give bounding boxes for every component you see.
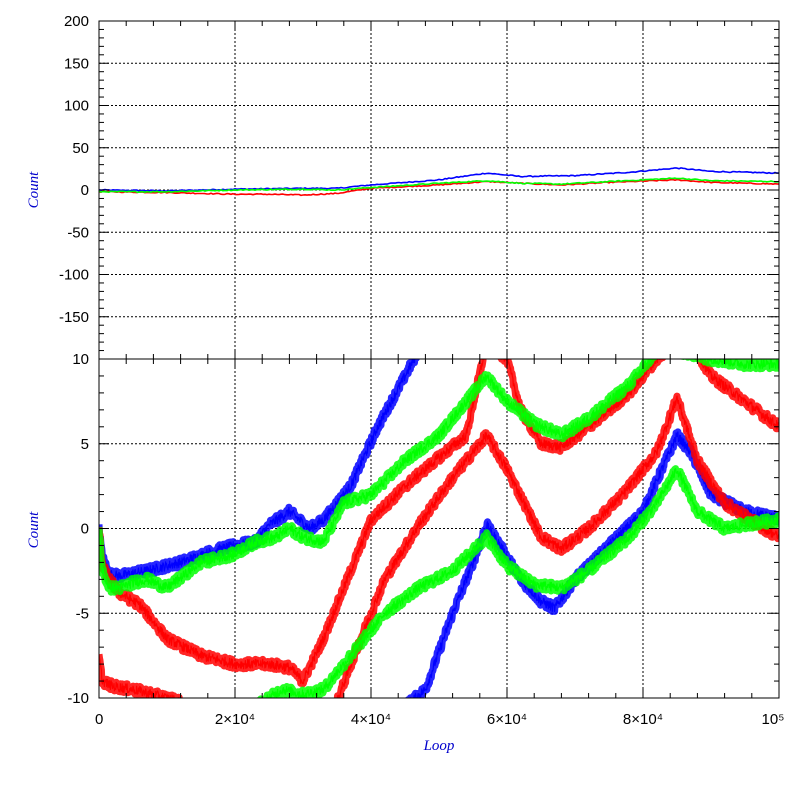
series-line — [99, 359, 779, 685]
y-tick-label: 10 — [72, 351, 89, 368]
y-tick-label: 50 — [72, 140, 89, 157]
x-tick-label: 10⁵ — [762, 711, 785, 728]
y-tick-label: -5 — [76, 605, 89, 622]
y-tick-label: -10 — [67, 690, 89, 707]
x-tick-label: 8×10⁴ — [623, 711, 663, 728]
series-band — [99, 359, 779, 688]
y-tick-label: 150 — [64, 55, 89, 72]
x-tick-label: 0 — [95, 711, 103, 728]
y-tick-label: 5 — [81, 436, 89, 453]
series-band — [99, 359, 779, 596]
series-line — [99, 167, 779, 192]
x-tick-label: 2×10⁴ — [215, 711, 255, 728]
y-axis-title: Count — [26, 511, 42, 549]
series-layer — [99, 167, 779, 698]
series-band — [333, 392, 779, 698]
y-tick-label: -150 — [59, 309, 89, 326]
y-tick-label: -50 — [67, 224, 89, 241]
y-tick-label: -100 — [59, 267, 89, 284]
y-tick-label: 0 — [81, 521, 89, 538]
label-layer: 200150100500-50-100-150Count1050-5-10Cou… — [26, 13, 784, 754]
y-tick-label: 100 — [64, 98, 89, 115]
frame-layer — [98, 20, 780, 699]
series-band — [99, 653, 183, 698]
x-axis-title: Loop — [423, 738, 455, 754]
x-tick-label: 6×10⁴ — [487, 711, 527, 728]
series-line — [99, 178, 779, 197]
series-line — [99, 177, 779, 193]
y-tick-label: 200 — [64, 13, 89, 30]
series-band — [256, 465, 779, 698]
series-group-panel-1 — [99, 167, 779, 197]
y-axis-title: Count — [26, 171, 42, 209]
x-tick-label: 4×10⁴ — [351, 711, 391, 728]
series-group-panel-2 — [99, 359, 779, 698]
y-tick-label: 0 — [81, 182, 89, 199]
